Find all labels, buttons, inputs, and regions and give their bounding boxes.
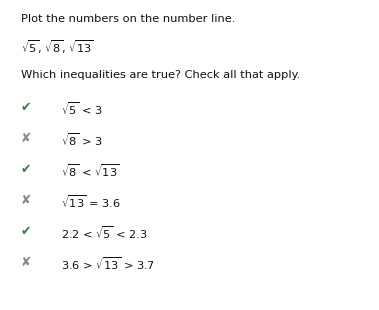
Text: $\sqrt{13}$ = 3.6: $\sqrt{13}$ = 3.6 (61, 194, 121, 210)
Text: ✔: ✔ (21, 163, 31, 176)
Text: ✔: ✔ (21, 225, 31, 238)
Text: Which inequalities are true? Check all that apply.: Which inequalities are true? Check all t… (21, 70, 300, 80)
Text: Plot the numbers on the number line.: Plot the numbers on the number line. (21, 14, 235, 24)
Text: ✘: ✘ (21, 194, 31, 207)
Text: $\sqrt{5}$ < 3: $\sqrt{5}$ < 3 (61, 101, 102, 117)
Text: $\sqrt{8}$ > 3: $\sqrt{8}$ > 3 (61, 132, 102, 148)
Text: 2.2 < $\sqrt{5}$ < 2.3: 2.2 < $\sqrt{5}$ < 2.3 (61, 225, 147, 241)
Text: 3.6 > $\sqrt{13}$ > 3.7: 3.6 > $\sqrt{13}$ > 3.7 (61, 256, 154, 272)
Text: $\sqrt{5}$, $\sqrt{8}$, $\sqrt{13}$: $\sqrt{5}$, $\sqrt{8}$, $\sqrt{13}$ (21, 39, 94, 56)
Text: ✔: ✔ (21, 101, 31, 114)
Text: ✘: ✘ (21, 256, 31, 269)
Text: ✘: ✘ (21, 132, 31, 145)
Text: $\sqrt{8}$ < $\sqrt{13}$: $\sqrt{8}$ < $\sqrt{13}$ (61, 163, 119, 179)
